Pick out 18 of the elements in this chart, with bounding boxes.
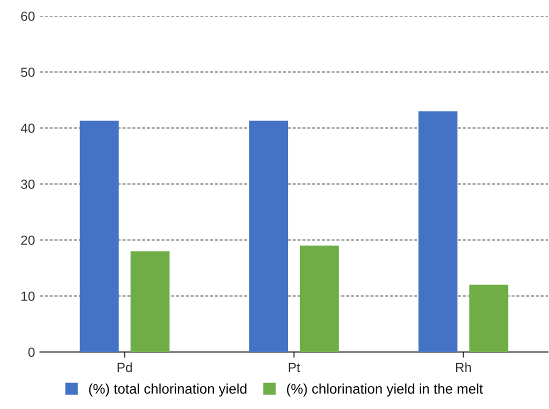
y-tick-label: 40 bbox=[20, 124, 35, 133]
x-tick-label: Pd bbox=[118, 362, 132, 372]
y-tick-label: 0 bbox=[28, 348, 35, 357]
y-tick-label: 60 bbox=[21, 12, 35, 21]
legend-label: (%) total chlorination yield bbox=[89, 384, 246, 396]
bar bbox=[130, 251, 170, 352]
x-tick-label: Pt bbox=[288, 362, 300, 372]
x-tick-label: Rh bbox=[456, 362, 471, 372]
y-tick-label: 20 bbox=[21, 236, 35, 245]
bar bbox=[418, 111, 458, 352]
legend-label: (%) chlorination yield in the melt bbox=[287, 384, 483, 396]
bar bbox=[249, 120, 288, 352]
bar bbox=[469, 284, 508, 352]
y-tick-label: 30 bbox=[20, 180, 35, 189]
y-tick-label: 50 bbox=[20, 68, 35, 77]
y-tick-label: 10 bbox=[21, 292, 35, 301]
bar bbox=[300, 246, 339, 352]
bar bbox=[80, 120, 119, 352]
